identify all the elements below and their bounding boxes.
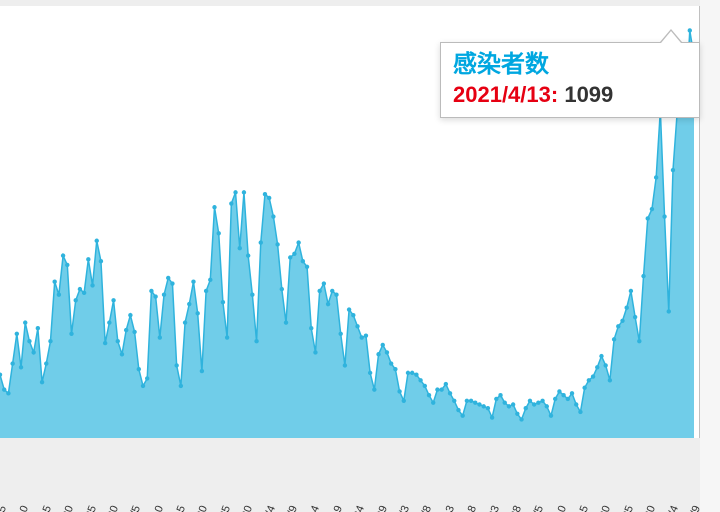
side-strip: [700, 0, 720, 512]
tooltip-title: 感染者数: [453, 51, 687, 80]
x-tick-label: 0/11/5: [0, 504, 9, 512]
page-container: 0/11/52020/11/102020/11/152020/11/202020…: [0, 0, 720, 512]
tooltip-value: 1099: [564, 82, 613, 107]
tooltip-value-row: 2021/4/13: 1099: [453, 82, 687, 108]
tooltip: 感染者数 2021/4/13: 1099: [440, 42, 700, 117]
chart: 0/11/52020/11/102020/11/152020/11/202020…: [0, 0, 700, 512]
x-axis-labels: 0/11/52020/11/102020/11/152020/11/202020…: [0, 440, 700, 512]
tooltip-date: 2021/4/13:: [453, 82, 558, 107]
